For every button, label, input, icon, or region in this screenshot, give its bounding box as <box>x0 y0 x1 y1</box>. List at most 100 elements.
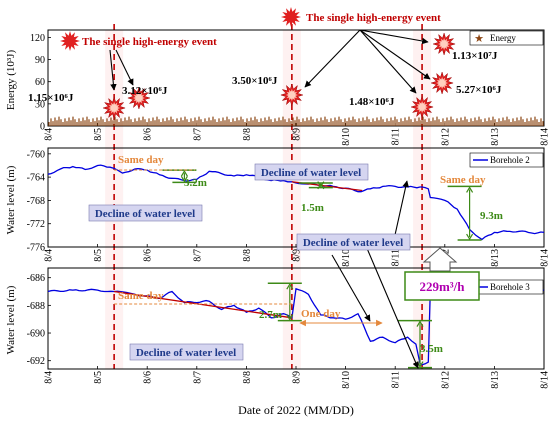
x-tick-label: 8/14 <box>540 371 550 389</box>
y-tick-label: -772 <box>27 219 45 230</box>
energy-label-4: 1.48×10⁶J <box>349 96 395 108</box>
energy-bars <box>48 116 544 126</box>
y-tick-label: -764 <box>27 173 45 184</box>
decline-box-1: Decline of water level <box>254 163 369 181</box>
annotation-arrow <box>394 180 409 236</box>
annotation-arrow <box>359 29 431 80</box>
trend-line <box>114 290 292 319</box>
single-event-label-2: The single high-energy event <box>306 12 441 24</box>
borehole2-legend-label: Borehole 2 <box>490 155 530 165</box>
annotation-arrow <box>304 29 361 88</box>
decline-label-2: Decline of water level <box>95 208 195 220</box>
x-axis-title: Date of 2022 (MM/DD) <box>238 403 354 417</box>
annotation-arrow <box>109 49 117 91</box>
y-tick-label: -688 <box>27 301 45 312</box>
x-tick-label: 8/10 <box>341 249 352 267</box>
x-tick-label: 8/6 <box>143 371 154 384</box>
x-tick-label: 8/11 <box>391 128 402 145</box>
decline-label-3: Decline of water level <box>303 237 403 249</box>
up-arrow-icon <box>422 247 458 272</box>
energy-plot <box>48 7 544 126</box>
energy-label-6: 5.27×10⁶J <box>456 84 502 96</box>
energy-label-1: 1.15×10⁶J <box>28 92 74 104</box>
y-tick-label: 120 <box>30 33 45 44</box>
x-tick-label: 8/9 <box>292 249 303 262</box>
one-day-label: One day <box>301 308 341 320</box>
same-day-label-2: Same day <box>440 174 486 186</box>
x-tick-label: 8/5 <box>93 128 104 141</box>
same-day-label-3: Same day <box>118 290 164 302</box>
energy-legend-label: Energy <box>490 33 516 43</box>
x-tick-label: 8/6 <box>143 128 154 141</box>
x-tick-label: 8/7 <box>192 249 203 262</box>
energy-event-star-core <box>436 77 449 89</box>
star-icon: ★ <box>474 33 484 45</box>
title-star-1 <box>60 31 80 51</box>
y-tick-label: -776 <box>27 243 45 254</box>
x-tick-label: 8/4 <box>44 128 55 141</box>
x-tick-label: 8/14 <box>540 249 550 267</box>
decline-label-4: Decline of water level <box>136 347 236 359</box>
drop-label-4: 2.7m <box>259 309 282 321</box>
y-tick-label: -768 <box>27 196 45 207</box>
drop-arrow-head-down <box>180 176 188 183</box>
x-tick-label: 8/5 <box>93 371 104 384</box>
drop-arrow-head-up <box>286 283 294 290</box>
drop-label-3: 9.3m <box>480 210 503 222</box>
energy-legend: ★ Energy <box>469 30 544 46</box>
borehole2-plot <box>47 164 545 241</box>
x-tick-label: 8/4 <box>44 371 55 384</box>
decline-box-4: Decline of water level <box>129 343 244 361</box>
y-tick-label: -760 <box>27 149 45 160</box>
water-level-line <box>47 164 545 241</box>
annotation-arrow <box>359 29 429 45</box>
energy-event-star-core <box>416 101 429 113</box>
drop-arrow-head-up <box>466 186 474 193</box>
borehole3-legend: Borehole 3 <box>469 279 544 295</box>
decline-box-3: Decline of water level <box>296 233 411 251</box>
drop-arrow-head-down <box>317 181 325 188</box>
energy-event-star-core <box>132 92 145 104</box>
drop-arrow-head-up <box>317 182 325 190</box>
annotation-arrow <box>115 49 134 86</box>
drop-arrow-head-up <box>180 169 188 177</box>
annotations <box>109 29 431 369</box>
annotation-arrow <box>359 29 417 94</box>
x-tick-label: 8/7 <box>192 128 203 141</box>
borehole2-legend: Borehole 2 <box>469 152 544 168</box>
drop-label-5: 3.5m <box>420 343 443 355</box>
title-star-2 <box>281 7 301 27</box>
flow-rate-callout: 229m³/h <box>404 247 480 301</box>
x-tick-label: 8/6 <box>143 249 154 262</box>
x-tick-label: 8/11 <box>391 249 402 266</box>
energy-label-3: 3.50×10⁶J <box>232 75 278 87</box>
y-tick-label: 90 <box>35 55 45 66</box>
x-tick-label: 8/12 <box>440 371 451 389</box>
drop-label-2: 1.5m <box>301 202 324 214</box>
y-tick-label: -686 <box>27 273 45 284</box>
x-tick-label: 8/10 <box>341 128 352 146</box>
same-day-label-1: Same day <box>118 154 164 166</box>
x-tick-label: 8/8 <box>242 249 253 262</box>
x-tick-label: 8/13 <box>490 371 501 389</box>
x-tick-label: 8/10 <box>341 371 352 389</box>
drop-arrow-head-up <box>416 320 424 327</box>
x-tick-label: 8/8 <box>242 128 253 141</box>
flow-rate-label: 229m³/h <box>419 279 465 294</box>
x-tick-label: 8/9 <box>292 371 303 384</box>
x-tick-label: 8/11 <box>391 371 402 388</box>
x-tick-label: 8/12 <box>440 128 451 146</box>
annotation-arrow <box>331 254 371 322</box>
drop-arrow-head-down <box>466 233 474 241</box>
annotation-arrow <box>365 245 419 369</box>
x-tick-label: 8/13 <box>490 249 501 267</box>
x-tick-label: 8/8 <box>242 371 253 384</box>
y-tick-label: -690 <box>27 329 45 340</box>
y-tick-label: 0 <box>40 122 45 133</box>
x-tick-label: 8/13 <box>490 128 501 146</box>
energy-event-star-core <box>438 38 451 50</box>
borehole2-ylabel: Water level (m) <box>5 165 17 234</box>
x-tick-label: 8/9 <box>292 128 303 141</box>
y-tick-label: 60 <box>35 77 45 88</box>
x-tick-label: 8/5 <box>93 249 104 262</box>
